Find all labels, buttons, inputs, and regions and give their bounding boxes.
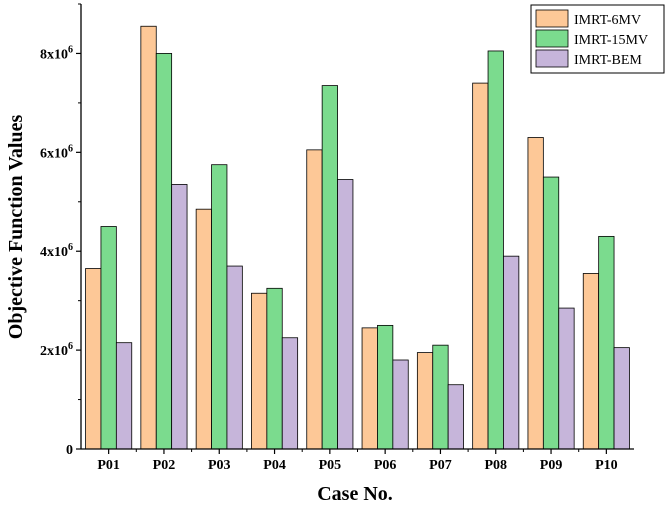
x-tick-label-p04: P04 (263, 458, 286, 473)
bar-imrt-bem-p05 (337, 179, 354, 450)
bar-imrt-15mv-p01 (100, 226, 117, 450)
bar-imrt-15mv-p07 (432, 344, 449, 450)
bars-group (85, 25, 630, 450)
bar-imrt-bem-p09 (558, 307, 575, 450)
bar-imrt-15mv-p09 (542, 176, 560, 450)
x-tick-label-p01: P01 (97, 458, 120, 473)
bar-imrt-bem-p03 (226, 265, 243, 450)
legend-swatch-imrt-15mv (535, 29, 569, 48)
bar-imrt-6mv-p08 (472, 82, 489, 450)
bar-imrt-6mv-p06 (361, 327, 378, 450)
bar-imrt-bem-p04 (281, 337, 299, 450)
legend: IMRT-6MV IMRT-15MV IMRT-BEM (530, 4, 665, 74)
legend-label-imrt-bem: IMRT-BEM (574, 53, 642, 68)
bar-imrt-15mv-p08 (487, 50, 504, 450)
x-tick-label-p09: P09 (540, 458, 563, 473)
bar-imrt-bem-p08 (503, 255, 520, 450)
x-tick-label-p06: P06 (374, 458, 397, 473)
legend-swatch-imrt-bem (535, 49, 569, 68)
x-tick-label-p08: P08 (484, 458, 507, 473)
bar-imrt-bem-p02 (171, 184, 188, 450)
bar-imrt-bem-p06 (392, 359, 409, 450)
x-tick-label-p07: P07 (429, 458, 452, 473)
bar-imrt-15mv-p06 (377, 324, 394, 450)
legend-label-imrt-15mv: IMRT-15MV (574, 33, 648, 48)
bar-imrt-6mv-p04 (251, 292, 268, 450)
bar-imrt-bem-p10 (613, 347, 630, 450)
bar-imrt-6mv-p02 (140, 25, 157, 450)
bar-imrt-6mv-p09 (527, 137, 544, 450)
bar-imrt-6mv-p01 (85, 268, 102, 450)
legend-label-imrt-6mv: IMRT-6MV (574, 13, 641, 28)
legend-swatch-imrt-6mv (535, 9, 569, 28)
bar-imrt-6mv-p10 (582, 273, 600, 450)
bar-imrt-15mv-p03 (211, 164, 228, 450)
y-tick-label: 0 (66, 443, 73, 458)
y-tick-label: 4x106 (40, 242, 73, 260)
x-tick-label-p05: P05 (319, 458, 342, 473)
axes-group: 0 2x106 4x106 6x106 8x106 P01 P02 P03 P04 P05 P06 P… (40, 3, 634, 473)
y-tick-label: 8x106 (40, 44, 73, 62)
x-axis-title: Case No. (317, 483, 393, 505)
bar-imrt-15mv-p05 (321, 85, 338, 450)
bar-imrt-15mv-p10 (598, 235, 615, 450)
y-tick-label: 2x106 (40, 341, 73, 359)
x-tick-label-p02: P02 (153, 458, 176, 473)
y-axis-title: Objective Function Values (5, 115, 27, 340)
bar-imrt-6mv-p07 (416, 352, 434, 450)
x-tick-label-p03: P03 (208, 458, 231, 473)
bar-imrt-15mv-p02 (155, 53, 173, 450)
bar-imrt-15mv-p04 (266, 287, 283, 450)
bar-imrt-bem-p07 (447, 384, 464, 450)
bar-imrt-bem-p01 (115, 342, 133, 450)
y-tick-label: 6x106 (40, 143, 73, 161)
x-tick-label-p10: P10 (595, 458, 618, 473)
bar-imrt-6mv-p03 (195, 208, 212, 450)
bar-imrt-6mv-p05 (306, 149, 323, 450)
